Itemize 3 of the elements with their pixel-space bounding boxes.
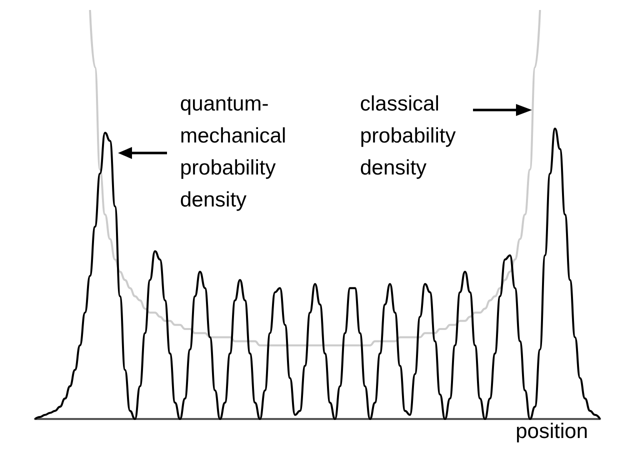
annotation: classical probability density — [360, 92, 456, 180]
annotation: quantum- mechanical probability density — [180, 92, 286, 212]
x-axis-title: position — [516, 420, 588, 443]
